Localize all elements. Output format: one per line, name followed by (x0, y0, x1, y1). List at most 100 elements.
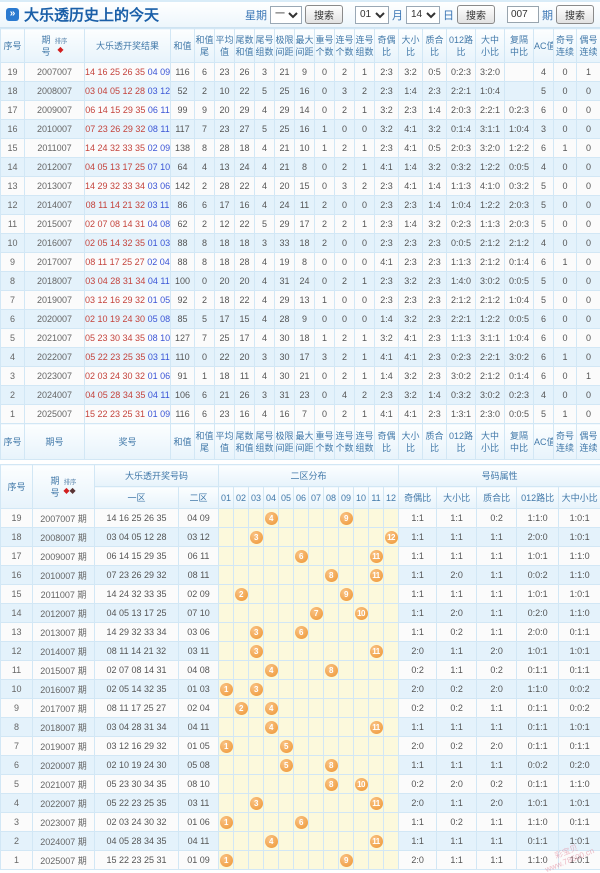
day-select[interactable]: 14 (406, 5, 440, 24)
dist-cell (308, 850, 325, 870)
zone2-numbers-cell: 03 11 (177, 641, 220, 661)
dist-cell (233, 508, 250, 528)
stat-cell: 1 (314, 119, 335, 139)
dist-cell: 3 (248, 622, 265, 642)
stat-cell: 1:1:3 (446, 176, 476, 196)
issue-cell: 2018007 期 (32, 717, 95, 737)
zone1-numbers-cell: 14 16 25 26 35 (94, 508, 179, 528)
stat-cell: 2:2:1 (446, 81, 476, 101)
back-zone-numbers: 05 08 (147, 314, 171, 324)
dist-cell (263, 812, 280, 832)
attr-cell: 2:0 (398, 736, 438, 756)
column-header: 连号 个数 (334, 28, 355, 63)
seq-cell: 9 (0, 698, 33, 718)
stat-cell: 127 (170, 328, 195, 348)
week-search-group: 星期 一 搜索 (245, 5, 343, 24)
stat-cell: 2:3 (398, 100, 423, 120)
dist-cell (278, 660, 295, 680)
stat-cell: 1:1:3 (475, 214, 505, 234)
dist-cell (233, 660, 250, 680)
sort-control[interactable]: 排序 ◆ (54, 37, 67, 54)
dist-cell (323, 679, 340, 699)
stat-cell: 3:0:2 (504, 347, 534, 367)
dist-cell (308, 660, 325, 680)
issue-cell: 2011007 (24, 138, 85, 158)
attr-cell: 0:2 (436, 679, 478, 699)
seq-cell: 10 (0, 679, 33, 699)
attr-cell: 0:2 (436, 812, 478, 832)
stat-cell: 20 (234, 347, 255, 367)
issue-input[interactable] (507, 6, 539, 23)
stat-cell: 88 (170, 252, 195, 272)
dist-cell: 4 (263, 698, 280, 718)
zone2-numbers-cell: 05 08 (177, 755, 220, 775)
stat-cell: 0:1:4 (504, 252, 534, 272)
attr-cell: 1:1 (436, 508, 478, 528)
issue-search-button[interactable]: 搜索 (556, 5, 594, 24)
stat-cell: 4:1 (398, 347, 423, 367)
dist-cell (353, 755, 370, 775)
column-header: 偶号 连续 (576, 28, 600, 63)
sort-diamond-icon[interactable]: ◆ (57, 44, 64, 54)
dist-cell (353, 850, 370, 870)
stat-cell: 2 (334, 271, 355, 291)
sort-diamond-icon[interactable]: ◆ (63, 485, 70, 495)
attr-cell: 1:1 (398, 831, 438, 851)
stat-cell: 4 (254, 252, 275, 272)
stat-cell: 0 (314, 157, 335, 177)
stat-cell: 0 (576, 138, 600, 158)
distribution-row: 13 2013007 期 14 29 32 33 34 03 06 3 6 1:1 0:2 1:… (0, 622, 600, 642)
draw-result-cell: 14 16 25 26 35 04 09 (84, 62, 171, 82)
dist-cell (308, 717, 325, 737)
stat-cell: 1:4 (422, 385, 447, 405)
column-header: 大小比 (398, 423, 423, 460)
seq-cell: 15 (0, 138, 25, 158)
week-select[interactable]: 一 (270, 5, 302, 24)
month-select[interactable]: 01 (355, 5, 389, 24)
sort-control[interactable]: 排序 ◆◆ (63, 478, 76, 495)
dist-cell (308, 679, 325, 699)
stat-cell: 1:0:4 (504, 119, 534, 139)
stats-row: 15 2011007 14 24 32 33 35 02 09 138 8 28 18 4 21… (0, 138, 600, 158)
front-zone-numbers: 08 11 14 21 32 (85, 200, 145, 210)
stat-cell: 2:1:2 (475, 366, 505, 386)
week-search-button[interactable]: 搜索 (305, 5, 343, 24)
attr-cell: 2:0 (398, 850, 438, 870)
sort-diamond-icon[interactable]: ◆ (69, 485, 76, 495)
column-header: 平均值 (214, 423, 235, 460)
stat-cell: 2:3 (374, 290, 399, 310)
dist-cell (278, 774, 295, 794)
dist-cell (293, 660, 310, 680)
dist-cell (278, 508, 295, 528)
dist-cell (278, 831, 295, 851)
stat-cell: 3:2:0 (475, 62, 505, 82)
attr-cell: 1:1 (398, 812, 438, 832)
lottery-ball: 8 (324, 568, 338, 582)
dist-cell (263, 565, 280, 585)
dist-cell (338, 774, 355, 794)
stat-cell: 0 (354, 252, 375, 272)
date-search-button[interactable]: 搜索 (457, 5, 495, 24)
stat-cell: 2 (334, 214, 355, 234)
distribution-row: 8 2018007 期 03 04 28 31 34 04 11 4 11 1:1 1:1 1:… (0, 717, 600, 737)
stats-table-head: 序号期号排序 ◆ 大乐透开奖结果 和值 和值尾平均值尾数 和值 尾号 组数 极限 间距 最大 间距 重号… (0, 28, 600, 63)
stat-cell: 4 (254, 366, 275, 386)
attr-cell: 1:1 (436, 546, 478, 566)
draw-result-cell: 03 04 05 12 28 03 12 (84, 81, 171, 101)
dist-cell (248, 698, 265, 718)
stat-cell: 0 (354, 195, 375, 215)
column-header: 尾数 和值 (234, 28, 255, 63)
stat-cell: 1 (354, 157, 375, 177)
issue-cell: 2022007 期 (32, 793, 95, 813)
stat-cell: 3:2 (398, 309, 423, 329)
stat-cell: 5 (533, 214, 554, 234)
dist-cell (233, 546, 250, 566)
seq-cell: 2 (0, 831, 33, 851)
stat-cell: 26 (234, 385, 255, 405)
issue-cell: 2018007 (24, 271, 85, 291)
stat-cell: 4 (254, 100, 275, 120)
stat-cell: 3:0:2 (475, 271, 505, 291)
stat-cell: 2 (334, 404, 355, 424)
dist-cell (248, 603, 265, 623)
stat-cell: 23 (214, 119, 235, 139)
